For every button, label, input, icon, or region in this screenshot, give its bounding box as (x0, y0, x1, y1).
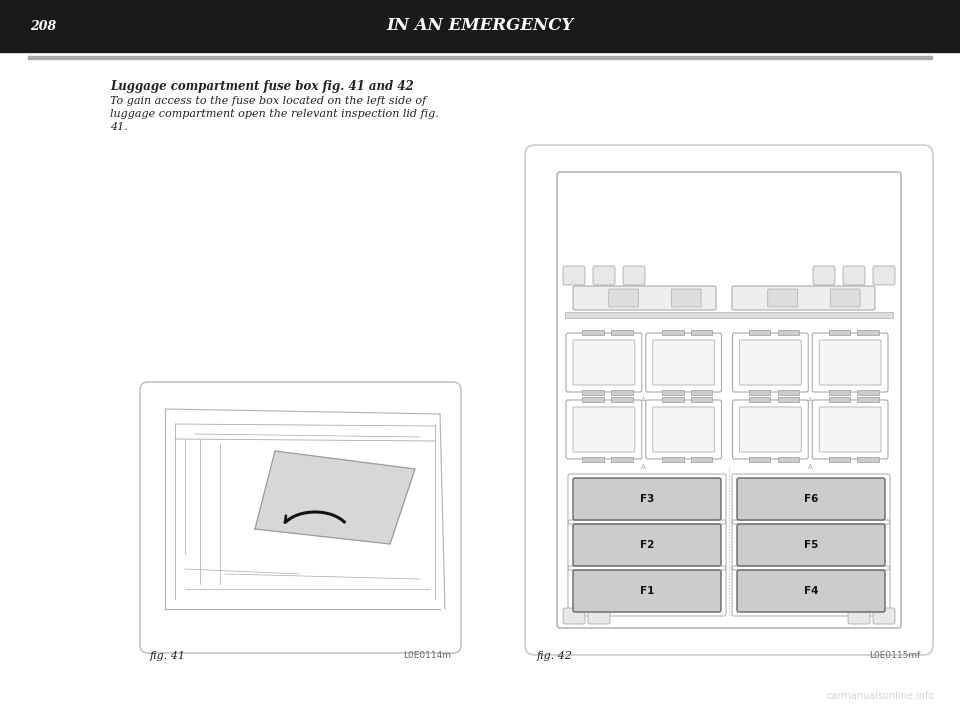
Bar (857, 457, 878, 462)
Bar (662, 390, 684, 395)
FancyBboxPatch shape (140, 382, 461, 653)
FancyBboxPatch shape (573, 286, 716, 310)
Bar (583, 397, 604, 402)
Bar (749, 330, 770, 335)
Text: IN AN EMERGENCY: IN AN EMERGENCY (386, 18, 574, 35)
FancyBboxPatch shape (573, 570, 721, 612)
Polygon shape (255, 451, 415, 544)
FancyBboxPatch shape (737, 570, 885, 612)
FancyBboxPatch shape (593, 266, 615, 285)
Text: fig. 41: fig. 41 (150, 651, 186, 661)
FancyBboxPatch shape (646, 333, 722, 392)
Bar (0, 0, 960, 52)
Bar (583, 457, 604, 462)
Bar (612, 330, 633, 335)
Text: luggage compartment open the relevant inspection lid fig.: luggage compartment open the relevant in… (110, 109, 439, 119)
Bar (565, 312, 893, 318)
Text: A: A (808, 464, 812, 470)
FancyBboxPatch shape (813, 266, 835, 285)
Bar (691, 457, 712, 462)
Bar (857, 397, 878, 402)
Bar (583, 330, 604, 335)
FancyBboxPatch shape (566, 400, 641, 459)
FancyBboxPatch shape (843, 266, 865, 285)
Text: fig. 42: fig. 42 (537, 651, 573, 661)
Bar (612, 397, 633, 402)
FancyBboxPatch shape (573, 340, 635, 385)
FancyBboxPatch shape (732, 333, 808, 392)
Text: carmanualsonline.info: carmanualsonline.info (827, 691, 935, 701)
Text: A: A (641, 464, 646, 470)
FancyBboxPatch shape (830, 289, 860, 307)
Bar (691, 330, 712, 335)
FancyBboxPatch shape (812, 400, 888, 459)
Bar (691, 390, 712, 395)
FancyBboxPatch shape (653, 407, 714, 452)
FancyBboxPatch shape (819, 407, 881, 452)
Bar (828, 390, 851, 395)
Bar (778, 457, 799, 462)
FancyBboxPatch shape (563, 608, 585, 624)
Bar (662, 330, 684, 335)
FancyBboxPatch shape (732, 286, 875, 310)
Bar (857, 330, 878, 335)
Bar (828, 397, 851, 402)
FancyBboxPatch shape (812, 333, 888, 392)
Bar (828, 330, 851, 335)
FancyBboxPatch shape (573, 524, 721, 566)
FancyBboxPatch shape (563, 266, 585, 285)
Bar (691, 397, 712, 402)
FancyBboxPatch shape (646, 400, 722, 459)
FancyBboxPatch shape (653, 340, 714, 385)
Bar (778, 330, 799, 335)
FancyBboxPatch shape (873, 266, 895, 285)
Bar (749, 457, 770, 462)
FancyBboxPatch shape (588, 608, 610, 624)
Text: F5: F5 (804, 540, 818, 550)
FancyBboxPatch shape (573, 407, 635, 452)
Text: L0E0114m: L0E0114m (403, 651, 451, 660)
Bar (749, 397, 770, 402)
FancyBboxPatch shape (873, 608, 895, 624)
Bar (662, 397, 684, 402)
Text: F4: F4 (804, 586, 818, 596)
FancyBboxPatch shape (566, 333, 641, 392)
Bar (612, 457, 633, 462)
Bar (612, 390, 633, 395)
FancyBboxPatch shape (609, 289, 638, 307)
Text: F2: F2 (639, 540, 654, 550)
Text: F1: F1 (639, 586, 654, 596)
FancyBboxPatch shape (819, 340, 881, 385)
Bar (857, 390, 878, 395)
Text: L0E0115mf: L0E0115mf (870, 651, 921, 660)
Text: To gain access to the fuse box located on the left side of: To gain access to the fuse box located o… (110, 96, 426, 106)
Text: Luggage compartment fuse box fig. 41 and 42: Luggage compartment fuse box fig. 41 and… (110, 80, 414, 93)
FancyBboxPatch shape (737, 478, 885, 520)
Text: A: A (641, 397, 646, 403)
Bar (749, 390, 770, 395)
Bar (662, 457, 684, 462)
Text: 208: 208 (30, 20, 57, 33)
FancyBboxPatch shape (623, 266, 645, 285)
Text: 41.: 41. (110, 122, 128, 132)
FancyBboxPatch shape (737, 524, 885, 566)
Bar (583, 390, 604, 395)
FancyBboxPatch shape (525, 145, 933, 655)
Text: A: A (808, 397, 812, 403)
Text: F3: F3 (639, 494, 654, 504)
FancyBboxPatch shape (848, 608, 870, 624)
Bar (778, 390, 799, 395)
Text: F6: F6 (804, 494, 818, 504)
Bar (828, 457, 851, 462)
FancyBboxPatch shape (732, 400, 808, 459)
Bar (778, 397, 799, 402)
FancyBboxPatch shape (671, 289, 701, 307)
FancyBboxPatch shape (739, 340, 802, 385)
FancyBboxPatch shape (739, 407, 802, 452)
FancyBboxPatch shape (768, 289, 798, 307)
FancyBboxPatch shape (573, 478, 721, 520)
